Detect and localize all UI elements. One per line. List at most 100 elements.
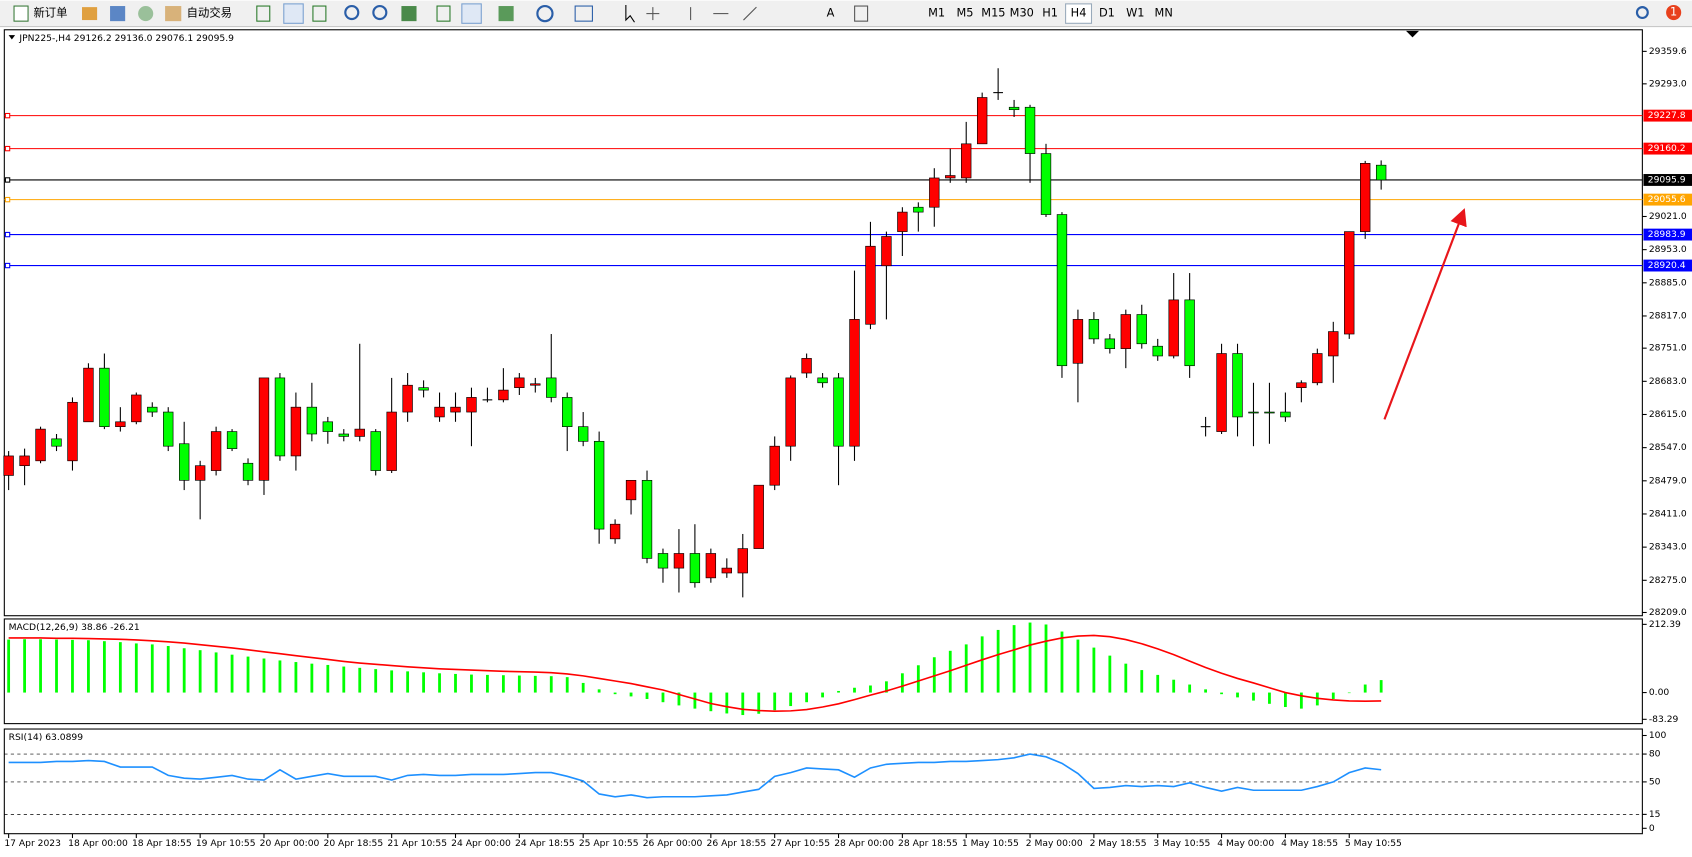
macd-histogram-bar (964, 644, 968, 693)
candle-body (51, 438, 62, 447)
new-order-icon[interactable] (13, 5, 29, 22)
chart-type-icons[interactable] (256, 3, 327, 24)
candle-body (673, 553, 685, 569)
timeframe-button[interactable]: D1 (1099, 6, 1115, 20)
candle-body (849, 319, 860, 447)
candle-body (753, 484, 764, 549)
macd-histogram-bar (757, 692, 761, 714)
macd-histogram-bar (677, 692, 681, 706)
timeframe-button[interactable]: W1 (1126, 6, 1144, 20)
candle-body (913, 206, 924, 213)
candle-body (210, 431, 222, 471)
x-tick-label: 17 Apr 2023 (4, 838, 61, 849)
candle-body (450, 406, 461, 413)
candle-body (1264, 411, 1275, 414)
macd-histogram-bar (230, 654, 234, 693)
y-tick-label: 80 (1649, 749, 1661, 760)
panel-title: MACD(12,26,9) 38.86 -26.21 (9, 622, 140, 633)
y-tick-label: 100 (1649, 730, 1667, 741)
macd-histogram-bar (182, 648, 186, 693)
timeframe-button[interactable]: M1 (928, 6, 945, 20)
x-tick-label: 2 May 00:00 (1026, 838, 1083, 849)
candle-body (769, 445, 780, 486)
macd-histogram-bar (1252, 692, 1255, 701)
y-tick-label: -83.29 (1649, 714, 1679, 725)
notification-count: 1 (1670, 5, 1677, 19)
candle-body (386, 411, 397, 471)
macd-histogram-bar (1299, 692, 1303, 709)
price-level-handle (4, 112, 11, 119)
candle-body (609, 523, 621, 540)
macd-histogram-bar (980, 636, 984, 693)
macd-histogram-bar (565, 677, 569, 693)
y-tick-label: 28885.0 (1649, 277, 1687, 288)
x-tick-label: 18 Apr 00:00 (68, 838, 128, 849)
candle-body (929, 177, 940, 208)
search-icon[interactable] (1635, 6, 1649, 19)
macd-histogram-bar (773, 692, 777, 711)
candle-body (131, 394, 142, 423)
candle-body (498, 389, 509, 401)
candle-body (274, 377, 286, 457)
macd-histogram-bar (1283, 692, 1287, 708)
macd-histogram-bar (358, 667, 362, 693)
text-tool[interactable]: A (827, 6, 835, 20)
x-tick-label: 4 May 00:00 (1217, 838, 1274, 849)
tool-icon[interactable] (82, 7, 98, 21)
macd-histogram-bar (789, 692, 793, 707)
macd-histogram-bar (1124, 663, 1128, 693)
candle-body (147, 406, 158, 413)
price-level-tag (1643, 228, 1692, 241)
toolbar: 新订单 自动交易 A M1 M5 M15 M30 H1 H4 D1 W1 MN 1 (0, 0, 1692, 28)
auto-trading-icon[interactable] (165, 6, 182, 22)
timeframe-button[interactable]: H1 (1042, 6, 1058, 20)
macd-histogram-bar (821, 692, 824, 698)
y-tick-label: 0.00 (1649, 687, 1670, 698)
y-tick-label: 28615.0 (1649, 409, 1687, 420)
drawing-tools[interactable] (646, 5, 869, 22)
candle-body (194, 465, 206, 481)
x-tick-label: 26 Apr 18:55 (707, 838, 767, 849)
candle-body (514, 377, 525, 388)
macd-histogram-bar (406, 671, 410, 693)
timeframe-button[interactable]: M5 (957, 6, 974, 20)
new-order-button[interactable]: 新订单 (33, 6, 67, 20)
price-level-tag (1643, 174, 1692, 186)
tool-icon[interactable] (110, 6, 126, 22)
candle-body (1232, 353, 1243, 418)
timeframe-button[interactable]: H4 (1071, 6, 1087, 20)
macd-histogram-bar (693, 692, 697, 709)
candle-body (721, 567, 732, 574)
candle-body (1072, 319, 1084, 364)
macd-histogram-bar (725, 692, 729, 714)
macd-histogram-bar (1188, 684, 1192, 693)
zoom-icons[interactable] (344, 3, 593, 24)
x-tick-label: 24 Apr 00:00 (451, 838, 511, 849)
macd-signal-line (8, 634, 1382, 712)
panel-frame (3, 618, 1643, 725)
x-tick-label: 26 Apr 00:00 (643, 838, 703, 849)
macd-histogram-bar (1140, 670, 1144, 693)
panel-frame (3, 29, 1643, 617)
tool-icon[interactable] (138, 6, 154, 22)
x-tick-label: 20 Apr 18:55 (324, 838, 384, 849)
x-tick-label: 20 Apr 00:00 (260, 838, 320, 849)
candle-body (593, 440, 605, 530)
candle-body (1184, 299, 1195, 367)
timeframe-button[interactable]: M15 (981, 6, 1005, 20)
timeframe-button[interactable]: MN (1155, 6, 1173, 20)
candle-body (306, 406, 318, 435)
candle-body (1056, 214, 1068, 367)
shift-marker (1406, 30, 1419, 38)
macd-histogram-bar (390, 670, 394, 693)
auto-trading-button[interactable]: 自动交易 (187, 6, 232, 20)
timeframe-button[interactable]: M30 (1010, 6, 1034, 20)
candle-body (1280, 411, 1291, 418)
cursor-icon[interactable] (625, 4, 635, 23)
notification-badge[interactable] (1666, 4, 1682, 21)
macd-histogram-bar (948, 650, 952, 693)
panel-menu-marker (8, 35, 16, 40)
y-tick-label: 28343.0 (1649, 542, 1687, 553)
x-tick-label: 28 Apr 18:55 (898, 838, 958, 849)
